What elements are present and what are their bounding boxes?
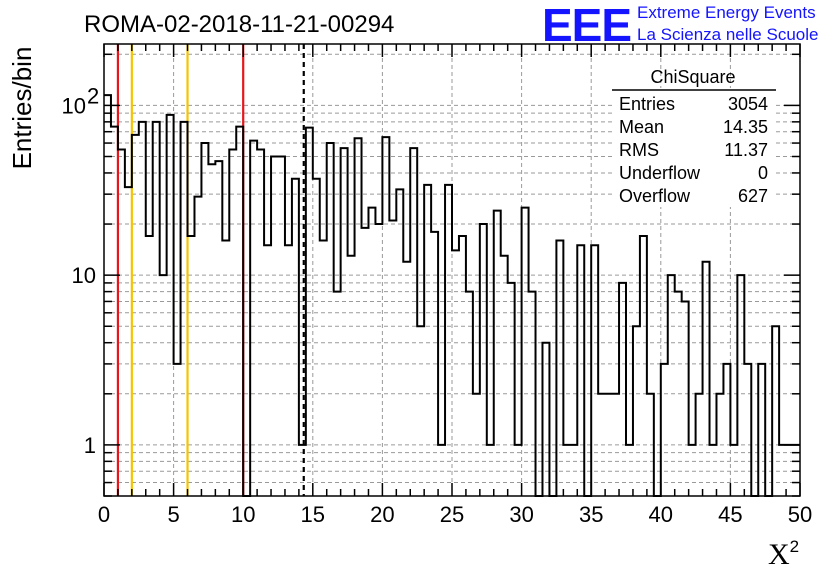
x-tick-label: 5 bbox=[167, 502, 179, 527]
x-tick-label: 15 bbox=[301, 502, 325, 527]
x-tick-label: 0 bbox=[98, 502, 110, 527]
stats-box: ChiSquare Entries 3054 Mean 14.35 RMS 11… bbox=[612, 67, 776, 207]
chart-title: ROMA-02-2018-11-21-00294 bbox=[84, 11, 394, 38]
y-tick-label: 10 bbox=[62, 93, 86, 118]
x-tick-label: 20 bbox=[370, 502, 394, 527]
marker-lines bbox=[116, 44, 305, 496]
stats-value-rms: 11.37 bbox=[724, 140, 768, 160]
logo-line-2: La Scienza nelle Scuole bbox=[637, 25, 818, 44]
x-tick-label: 10 bbox=[231, 502, 255, 527]
x-tick-label: 45 bbox=[718, 502, 742, 527]
stats-label-mean: Mean bbox=[619, 117, 664, 137]
stats-label-overflow: Overflow bbox=[619, 186, 691, 206]
y-tick-label: 1 bbox=[84, 433, 96, 458]
stats-label-rms: RMS bbox=[619, 140, 659, 160]
stats-value-overflow: 627 bbox=[738, 186, 768, 206]
y-tick-exponent: 2 bbox=[87, 83, 99, 108]
y-axis-label: Entries/bin bbox=[7, 47, 37, 170]
eee-logo: EEE Extreme Energy Events La Scienza nel… bbox=[542, 0, 818, 51]
x-tick-label: 30 bbox=[509, 502, 533, 527]
logo-line-1: Extreme Energy Events bbox=[637, 3, 816, 22]
histogram-line bbox=[104, 94, 800, 497]
stats-value-mean: 14.35 bbox=[723, 117, 768, 137]
stats-value-underflow: 0 bbox=[758, 163, 768, 183]
x-tick-label: 50 bbox=[788, 502, 812, 527]
stats-label-underflow: Underflow bbox=[619, 163, 701, 183]
x-tick-label: 35 bbox=[579, 502, 603, 527]
stats-box-background bbox=[612, 88, 776, 207]
stats-value-entries: 3054 bbox=[728, 94, 768, 114]
histogram-outline bbox=[104, 94, 800, 497]
logo-letters: EEE bbox=[542, 0, 631, 51]
x-axis-label: X2 bbox=[768, 537, 799, 571]
axes bbox=[103, 43, 801, 497]
x-tick-label: 25 bbox=[440, 502, 464, 527]
y-tick-label: 10 bbox=[72, 263, 96, 288]
x-tick-label: 40 bbox=[649, 502, 673, 527]
stats-title: ChiSquare bbox=[650, 67, 735, 87]
stats-label-entries: Entries bbox=[619, 94, 675, 114]
